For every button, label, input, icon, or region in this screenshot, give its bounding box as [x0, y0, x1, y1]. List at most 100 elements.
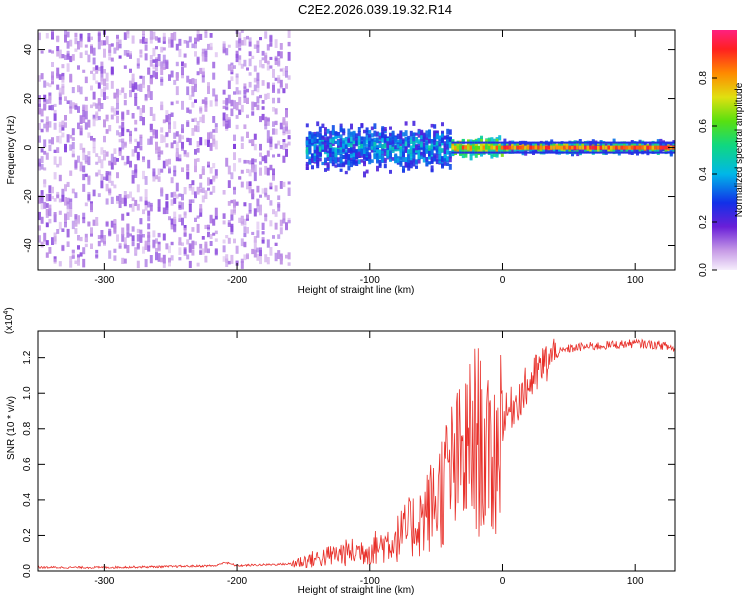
spectrogram-cell — [329, 130, 333, 135]
spectrogram-cell — [126, 232, 130, 238]
spectrogram-cell — [243, 86, 247, 94]
spectrogram-y-tick-label: 40 — [23, 44, 34, 56]
spectrogram-cell — [51, 50, 54, 54]
spectrogram-cell — [259, 37, 262, 41]
spectrogram-carrier-edge — [495, 151, 499, 154]
spectrogram-cell — [318, 146, 322, 152]
spectrogram-carrier-edge — [474, 151, 478, 154]
spectrogram-cell — [105, 183, 109, 192]
spectrogram-cell — [365, 169, 369, 174]
spectrogram-carrier-cell — [542, 145, 546, 150]
spectrogram-cell — [121, 257, 125, 264]
spectrogram-cell — [261, 106, 265, 110]
spectrogram-cell — [256, 96, 260, 104]
spectrogram-cell — [207, 164, 210, 168]
spectrogram-cell — [144, 53, 148, 61]
spectrogram-cell — [121, 213, 125, 221]
spectrogram-cell — [264, 52, 268, 59]
spectrogram-cell — [396, 133, 400, 140]
spectrogram-cell — [48, 139, 52, 144]
spectrogram-cell — [191, 128, 195, 136]
spectrogram-cell — [105, 171, 109, 176]
spectrogram-cell — [225, 157, 229, 167]
spectrogram-cell — [495, 141, 499, 146]
spectrogram-cell — [142, 158, 145, 163]
spectrogram-cell — [173, 170, 177, 177]
spectrogram-cell — [500, 147, 504, 153]
spectrogram-carrier-edge — [485, 141, 489, 144]
spectrogram-carrier-edge — [560, 151, 564, 154]
spectrogram-cell — [576, 151, 580, 157]
spectrogram-cell — [61, 76, 65, 83]
spectrogram-cell — [227, 220, 231, 225]
spectrogram-cell — [45, 208, 49, 216]
spectrogram-cell — [269, 186, 273, 190]
spectrogram-cell — [131, 149, 135, 157]
spectrogram-cell — [269, 220, 273, 227]
spectrogram-cell — [92, 73, 96, 81]
snr-x-tick-label: -200 — [227, 576, 247, 587]
spectrogram-cell — [38, 75, 41, 82]
spectrogram-cell — [207, 227, 210, 231]
spectrogram-carrier-edge — [467, 151, 470, 154]
spectrogram-cell — [212, 72, 216, 80]
spectrogram-cell — [230, 62, 234, 66]
spectrogram-cell — [594, 149, 598, 154]
spectrogram-cell — [147, 89, 151, 98]
spectrogram-cell — [175, 100, 179, 104]
spectrogram-carrier-edge — [529, 141, 533, 144]
spectrogram-carrier-cell — [612, 145, 616, 150]
spectrogram-cell — [285, 121, 288, 130]
spectrogram-cell — [199, 67, 203, 74]
spectrogram-cell — [230, 225, 234, 235]
spectrogram-cell — [261, 188, 265, 194]
spectrogram-cell — [659, 147, 663, 152]
spectrogram-cell — [235, 245, 239, 254]
spectrogram-cell — [87, 156, 91, 166]
spectrogram-cell — [103, 153, 106, 161]
spectrogram-carrier-edge — [480, 141, 483, 144]
spectrogram-cell — [287, 51, 291, 61]
spectrogram-cell — [162, 207, 166, 215]
spectrogram-cell — [441, 156, 444, 162]
spectrogram-carrier-edge — [589, 151, 593, 154]
spectrogram-cell — [495, 138, 499, 145]
spectrogram-cell — [225, 123, 229, 129]
spectrogram-cell — [136, 260, 140, 269]
spectrogram-cell — [95, 217, 99, 226]
spectrogram-cell — [256, 44, 260, 53]
spectrogram-cell — [61, 54, 65, 59]
spectrogram-carrier-edge — [524, 141, 528, 144]
spectrogram-cell — [134, 138, 138, 143]
spectrogram-carrier-cell — [602, 145, 606, 150]
spectrogram-cell — [188, 260, 192, 268]
spectrogram-cell — [152, 64, 156, 70]
spectrogram-cell — [48, 218, 52, 224]
spectrogram-carrier-cell — [532, 145, 535, 150]
spectrogram-cell — [339, 127, 343, 133]
spectrogram-cell — [493, 152, 496, 157]
spectrogram-cell — [435, 130, 439, 136]
spectrogram-cell — [77, 254, 80, 258]
spectrogram-cell — [412, 148, 416, 154]
spectrogram-cell — [162, 135, 166, 143]
spectrogram-carrier-edge — [467, 141, 470, 144]
spectrogram-cell — [420, 141, 424, 147]
spectrogram-cell — [123, 197, 127, 207]
spectrogram-carrier-edge — [578, 141, 582, 144]
spectrogram-cell — [305, 154, 309, 159]
spectrogram-cell — [259, 94, 262, 99]
spectrogram-cell — [305, 164, 309, 170]
spectrogram-cell — [152, 239, 156, 249]
spectrogram-cell — [100, 66, 104, 74]
spectrogram-cell — [103, 119, 106, 128]
spectrogram-cell — [240, 104, 244, 113]
spectrogram-cell — [103, 176, 106, 180]
spectrogram-cell — [142, 78, 145, 85]
spectrogram-cell — [490, 152, 494, 157]
snr-x-tick-label: -300 — [94, 576, 114, 587]
spectrogram-cells — [38, 30, 675, 269]
spectrogram-cell — [84, 122, 88, 130]
colorbar-ticks: 0.00.20.40.60.8 — [698, 71, 717, 277]
spectrogram-cell — [316, 147, 320, 153]
